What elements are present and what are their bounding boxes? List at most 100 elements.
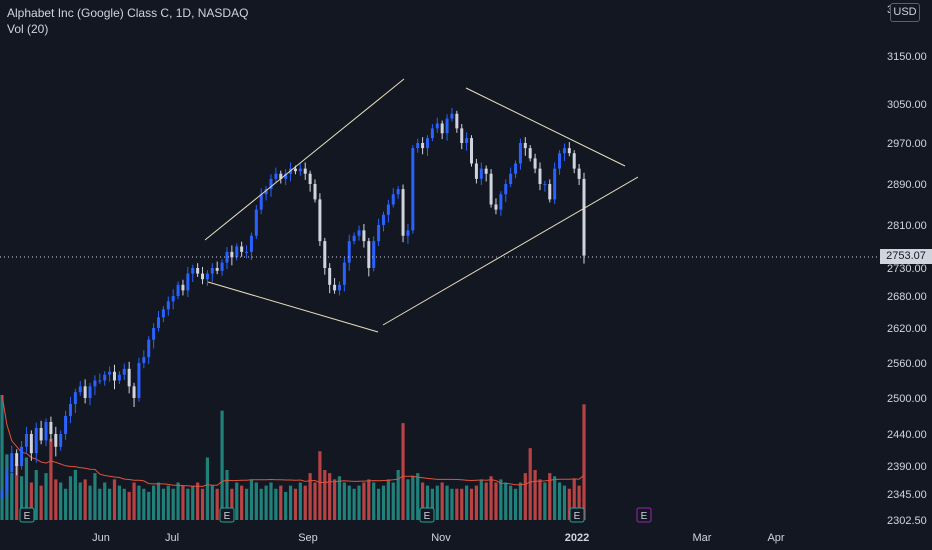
candle-body [176, 284, 180, 296]
price-tick-label: 2440.00 [887, 429, 927, 441]
candle-body [582, 178, 586, 256]
candle-body [391, 194, 395, 205]
price-tick-label: 2500.00 [887, 393, 927, 405]
earnings-marker[interactable]: E [569, 507, 585, 523]
candle-body [68, 404, 72, 416]
candle-body [484, 168, 488, 174]
trendline-lower-right[interactable] [382, 176, 639, 326]
candle-body [470, 138, 474, 164]
candle-body [191, 268, 195, 274]
time-axis[interactable]: Jun Jul Sep Nov 2022 Mar Apr [92, 532, 785, 544]
volume-bar [557, 482, 562, 520]
volume-bar [445, 485, 449, 520]
volume-bar [73, 470, 77, 520]
candle-body [73, 392, 77, 404]
candle-body [352, 235, 356, 242]
volume-bar [186, 488, 190, 520]
volume-bar [112, 479, 117, 520]
currency-button[interactable]: USD [890, 3, 920, 22]
candle-body [10, 453, 14, 473]
volume-bar [538, 479, 542, 520]
volume-bar [132, 482, 136, 520]
candle-body [83, 386, 87, 398]
candle-body [152, 328, 156, 340]
volume-bar [332, 479, 337, 520]
trendline-upper-right[interactable] [465, 87, 626, 167]
diamond-pattern-trendlines[interactable] [204, 78, 639, 333]
volume-bar [54, 479, 58, 520]
volume-bar [29, 482, 33, 520]
volume-bar [15, 463, 19, 520]
volume-bar [318, 451, 322, 520]
volume-bar [376, 488, 381, 520]
volume-bar [567, 488, 571, 520]
earnings-marker-box [569, 507, 585, 523]
candle-body [401, 189, 405, 236]
volume-bar [181, 485, 185, 520]
candle-body [430, 128, 434, 139]
candle-body [127, 368, 131, 387]
price-tick-label: 2390.00 [887, 461, 927, 473]
trendline-lower-left[interactable] [207, 281, 379, 333]
volume-bar [137, 485, 141, 520]
volume-bar [244, 488, 249, 520]
candle-body [225, 251, 229, 263]
price-tick-label: 2890.00 [887, 179, 927, 191]
candle-body [333, 284, 337, 291]
volume-bar [230, 488, 234, 520]
volume-bar [98, 488, 102, 520]
candle-body [157, 317, 161, 328]
volume-bar [362, 482, 366, 520]
candle-body [64, 416, 68, 434]
price-tick-label: 2680.00 [887, 291, 927, 303]
volume-bar [0, 395, 4, 520]
volume-bar [513, 488, 518, 520]
earnings-marker-box [19, 507, 35, 523]
candle-body [39, 428, 43, 441]
candle-body [142, 357, 146, 363]
earnings-marker-label: E [424, 511, 431, 522]
candle-body [474, 163, 478, 179]
volume-bar [308, 473, 312, 520]
volume-bar [435, 485, 439, 520]
earnings-marker[interactable]: E [419, 507, 435, 523]
volume-bar [49, 438, 53, 520]
candle-body [406, 230, 410, 236]
volume-bar [548, 473, 552, 520]
candle-body [548, 184, 552, 200]
volume-bar [528, 448, 532, 520]
volume-indicator-label[interactable]: Vol (20) [7, 22, 49, 36]
candle-body [54, 434, 58, 447]
earnings-marker[interactable]: E [219, 507, 235, 523]
candle-body [274, 173, 278, 179]
earnings-marker[interactable]: E [19, 507, 35, 523]
candle-body [59, 434, 63, 447]
candle-body [171, 296, 175, 302]
candle-body [421, 143, 425, 149]
time-tick-label: Apr [767, 532, 784, 544]
volume-bar [215, 488, 219, 520]
candle-body [254, 209, 258, 236]
trendline-upper-left[interactable] [204, 78, 405, 241]
volume-bar [200, 488, 205, 520]
price-axis[interactable]: 3150.00 3050.00 2970.00 2890.00 2810.00 2730.… [887, 4, 927, 527]
last-price-tag: 2753.07 [880, 249, 932, 264]
volume-bar [367, 479, 371, 520]
time-tick-label: Jun [92, 532, 110, 544]
earnings-marker-label: E [574, 511, 581, 522]
volume-bar [127, 491, 131, 520]
volume-bar [264, 485, 268, 520]
candle-body [479, 168, 483, 179]
candle-body [34, 428, 38, 454]
volume-bar [19, 476, 24, 520]
chart-legend: Alphabet Inc (Google) Class C, 1D, NASDA… [7, 5, 248, 37]
symbol-title[interactable]: Alphabet Inc (Google) Class C, 1D, NASDA… [7, 6, 249, 20]
candle-body [372, 241, 376, 268]
candle-body [538, 168, 542, 184]
candle-body [230, 251, 234, 258]
volume-bar [357, 485, 361, 520]
earnings-marker[interactable]: E [636, 507, 652, 523]
volume-bar [323, 470, 327, 520]
